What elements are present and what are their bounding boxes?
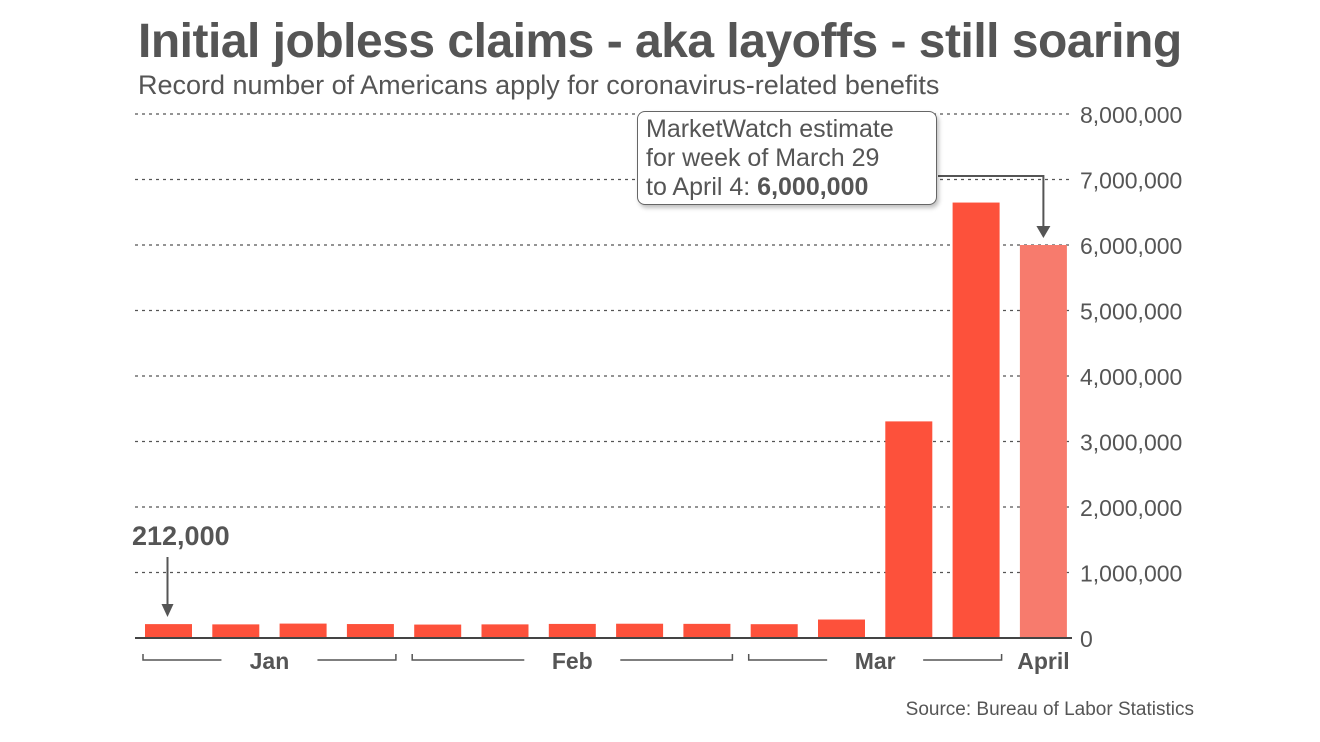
month-label: April xyxy=(1017,648,1069,674)
bar xyxy=(548,623,596,638)
month-label: Mar xyxy=(855,648,896,674)
bar xyxy=(1019,245,1067,638)
month-bracket-right xyxy=(620,654,734,661)
bar xyxy=(616,623,664,638)
callout-value: 6,000,000 xyxy=(757,173,869,201)
chart-title: Initial jobless claims - aka layoffs - s… xyxy=(138,15,1182,68)
chart-subtitle: Record number of Americans apply for cor… xyxy=(138,70,940,100)
bar xyxy=(952,202,1000,638)
month-bracket-right xyxy=(317,654,397,661)
bar xyxy=(414,624,462,638)
y-tick-label: 1,000,000 xyxy=(1080,561,1182,587)
bar xyxy=(750,624,798,638)
callout-arrowhead xyxy=(1036,226,1051,238)
first-bar-value-label: 212,000 xyxy=(132,521,230,551)
bar xyxy=(818,619,865,638)
source-note: Source: Bureau of Labor Statistics xyxy=(905,699,1194,720)
y-tick-label: 5,000,000 xyxy=(1080,299,1182,325)
y-tick-label: 4,000,000 xyxy=(1080,364,1182,390)
callout-line-1: MarketWatch estimate xyxy=(646,115,894,143)
y-tick-label: 8,000,000 xyxy=(1080,102,1182,128)
month-bracket-left xyxy=(411,654,525,661)
y-tick-label: 0 xyxy=(1080,626,1093,652)
callout-arrow-line xyxy=(938,175,1045,228)
callout-line-2: for week of March 29 xyxy=(646,144,880,172)
y-tick-label: 6,000,000 xyxy=(1080,233,1182,259)
bar xyxy=(145,624,192,638)
callout-line-3: to April 4: 6,000,000 xyxy=(646,173,936,202)
bar xyxy=(279,623,327,638)
bar xyxy=(481,624,529,638)
estimate-callout: MarketWatch estimate for week of March 2… xyxy=(637,111,937,205)
y-tick-label: 2,000,000 xyxy=(1080,495,1182,521)
month-bracket-right xyxy=(923,654,1003,661)
callout-line-3-text: to April 4: xyxy=(646,173,758,201)
y-tick-label: 7,000,000 xyxy=(1080,168,1182,194)
bar xyxy=(885,421,933,638)
month-bracket-left xyxy=(747,654,828,661)
month-bracket-left xyxy=(142,654,222,661)
bar xyxy=(346,624,394,638)
annotation-arrowhead xyxy=(161,604,174,617)
month-label: Feb xyxy=(552,648,593,674)
bar xyxy=(683,623,731,638)
month-label: Jan xyxy=(250,648,290,674)
y-tick-label: 3,000,000 xyxy=(1080,430,1182,456)
bar xyxy=(212,624,260,638)
